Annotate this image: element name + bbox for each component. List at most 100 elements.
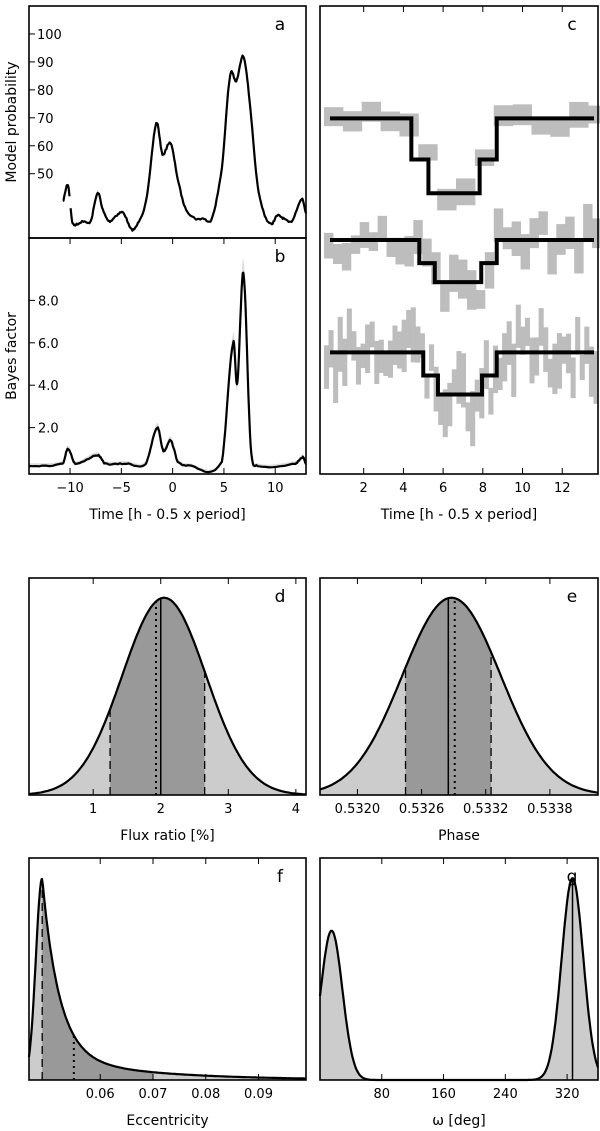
x-tick-label: 0.5320 (335, 802, 381, 817)
data-bin (592, 218, 600, 249)
data-bin (341, 242, 352, 271)
axes-frame (28, 237, 307, 475)
data-bin (365, 324, 371, 374)
axes-frame (319, 5, 599, 475)
data-bin (359, 222, 370, 248)
panel-label: b (275, 247, 286, 267)
data-bin (410, 307, 416, 363)
data-bin (406, 309, 412, 349)
x-tick-label: 1 (89, 802, 97, 817)
data-bin (377, 215, 388, 239)
data-bin (593, 351, 599, 404)
data-bin (512, 104, 532, 126)
panel-label: d (275, 587, 286, 607)
y-axis-label: Bayes factor (4, 312, 20, 400)
panel-label: e (567, 587, 577, 607)
data-bin (556, 333, 562, 389)
data-bin (387, 340, 393, 378)
panel-label: a (275, 15, 285, 35)
data-bin (422, 238, 432, 267)
data-bin (547, 358, 553, 388)
data-bin (342, 111, 363, 132)
data-bin (323, 232, 334, 259)
data-bin (440, 280, 450, 312)
data-bin (524, 317, 530, 346)
data-bin (337, 316, 343, 372)
data-bin (374, 340, 380, 385)
data-bin (328, 330, 334, 368)
data-bin (538, 308, 544, 346)
axes-frame (28, 577, 307, 796)
data-bin (460, 353, 467, 408)
y-tick-label: 8.0 (38, 294, 59, 309)
data-bin (419, 333, 425, 358)
model-step-top (330, 116, 594, 196)
data-bin (401, 319, 407, 373)
data-bin (547, 240, 557, 275)
confidence-band (29, 258, 306, 470)
data-bin (383, 350, 389, 376)
panel-e: 0.5320 0.5326 0.5332 0.5338 Phase e (319, 577, 599, 844)
data-bin (392, 325, 398, 365)
data-bin (332, 244, 343, 265)
x-axis-label: Time [h - 0.5 x period] (380, 507, 538, 523)
x-tick-label: 4 (292, 802, 300, 817)
panel-c: 2 4 6 8 10 12 Time [h - 0.5 x period] c (319, 5, 600, 523)
data-bin (520, 326, 526, 355)
y-tick-label: 90 (37, 56, 54, 71)
inner-interval-fill (42, 878, 153, 1080)
data-bin (565, 216, 575, 249)
data-bin (515, 304, 521, 348)
x-tick-label: −10 (56, 481, 83, 496)
y-tick-label: 2.0 (38, 422, 59, 437)
data-bin (438, 393, 444, 425)
data-bin (584, 326, 590, 364)
x-tick-label: 0 (168, 481, 176, 496)
y-tick-label: 50 (37, 168, 54, 183)
y-tick-label: 80 (37, 84, 54, 99)
data-bin (502, 333, 508, 382)
y-tick-label: 4.0 (38, 379, 59, 394)
data-bin (538, 211, 548, 235)
panel-f: 0.06 0.07 0.08 0.09 Eccentricity f (27, 857, 307, 1129)
data-bin (575, 317, 581, 355)
data-bin (488, 387, 494, 415)
x-tick-label: 6 (439, 481, 447, 496)
x-tick-label: 2 (360, 481, 368, 496)
x-tick-label: 0.07 (139, 1087, 168, 1102)
axes-frame (28, 857, 307, 1081)
data-bin (470, 391, 476, 447)
panel-g: 80 160 240 320 ω [deg] g (318, 857, 600, 1129)
x-tick-label: 240 (493, 1087, 518, 1102)
y-axis-label: Model probability (4, 61, 20, 182)
pdf-fill (320, 878, 598, 1080)
x-axis-label: Phase (438, 828, 480, 844)
data-bin (588, 105, 600, 124)
axes-frame (319, 577, 599, 796)
x-tick-label: 5 (220, 481, 228, 496)
y-tick-label: 70 (37, 112, 54, 127)
x-tick-label: 0.5338 (527, 802, 573, 817)
data-bin (397, 331, 403, 369)
x-tick-label: −5 (112, 481, 131, 496)
x-axis-label: Time [h - 0.5 x period] (88, 507, 246, 523)
axes-frame (28, 5, 307, 239)
x-tick-label: 80 (374, 1087, 391, 1102)
data-bin (574, 240, 584, 274)
panel-label: c (567, 15, 576, 35)
x-tick-label: 10 (267, 481, 284, 496)
x-tick-label: 2 (157, 802, 165, 817)
data-bin (561, 336, 567, 364)
data-bin (569, 101, 589, 128)
bayes-factor-line (28, 271, 307, 474)
data-bin (449, 254, 459, 292)
y-tick-label: 60 (37, 140, 54, 155)
x-axis-label: Eccentricity (126, 1113, 208, 1129)
data-bin (380, 111, 400, 132)
data-bin (351, 331, 357, 361)
x-tick-label: 0.08 (191, 1087, 220, 1102)
data-bin (534, 337, 540, 376)
data-bin (550, 119, 570, 137)
model-step-bottom (330, 350, 594, 397)
